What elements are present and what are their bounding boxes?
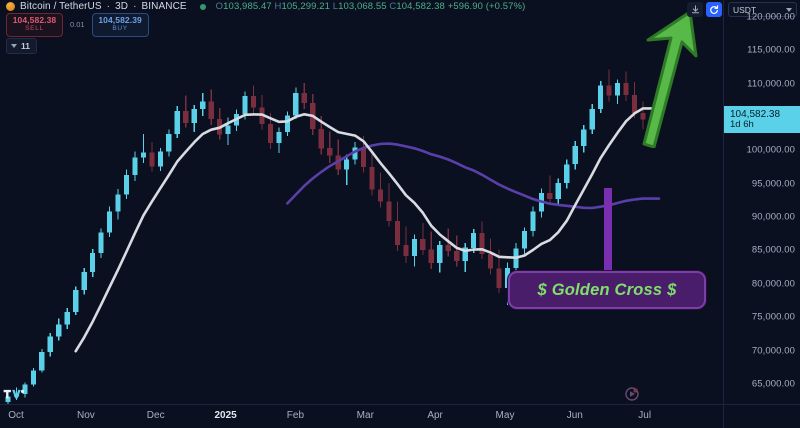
sync-button[interactable] (706, 2, 722, 17)
currency-selector[interactable]: USDT (728, 2, 797, 17)
ohlc-values: O103,985.47 H105,299.21 L103,068.55 C104… (216, 1, 526, 12)
axis-corner[interactable] (723, 404, 800, 428)
time-tick-Jul: Jul (638, 410, 652, 421)
price-tick-115000: 115,000.00 (747, 44, 795, 56)
callout-stem (604, 188, 612, 274)
current-price-badge[interactable]: 104,582.38 1d 6h (724, 105, 800, 134)
high-value: 105,299.21 (281, 1, 330, 12)
up-arrow-icon (642, 10, 698, 148)
close-value: 104,582.38 (396, 1, 445, 12)
interval-label[interactable]: 3D (115, 1, 129, 12)
chevron-down-icon (11, 44, 17, 48)
legend-separator-1: · (106, 1, 111, 12)
buy-price: 104,582.39 (98, 15, 142, 25)
time-tick-Jun: Jun (566, 410, 583, 421)
time-tick-Nov: Nov (76, 410, 95, 421)
current-price-value: 104,582.38 (730, 108, 781, 120)
candlestick-canvas (5, 69, 661, 404)
time-tick-Oct: Oct (8, 410, 24, 421)
go-to-realtime-icon[interactable] (624, 386, 640, 402)
high-key: H (274, 1, 282, 12)
price-tick-95000: 95,000.00 (751, 178, 795, 190)
time-tick-Feb: Feb (286, 410, 305, 421)
price-tick-110000: 110,000.00 (747, 78, 795, 89)
price-tick-100000: 100,000.00 (746, 144, 795, 156)
price-tick-90000: 90,000.00 (751, 211, 795, 223)
download-button[interactable] (687, 2, 703, 17)
time-tick-2025: 2025 (214, 410, 237, 421)
open-key: O (215, 1, 224, 12)
download-icon (691, 5, 699, 14)
price-axis[interactable]: USDT 120,000.00 115,000.00 110,000.00 100,0… (723, 0, 800, 404)
sell-label: SELL (25, 24, 44, 32)
alerts-count-badge[interactable]: 11 (6, 38, 37, 54)
tradingview-logo[interactable] (3, 386, 25, 401)
change-value: +596.90 (+0.57%) (447, 1, 526, 12)
candle-series (5, 69, 646, 404)
time-tick-May: May (495, 410, 515, 421)
moving-average-lines (74, 107, 661, 353)
price-tick-75000: 75,000.00 (751, 311, 795, 323)
sync-icon (710, 4, 719, 14)
symbol-name[interactable]: Bitcoin / TetherUS (20, 1, 102, 12)
alert-count-value: 11 (21, 41, 30, 51)
price-tick-120000: 120,000.00 (746, 11, 795, 23)
price-tick-80000: 80,000.00 (751, 278, 795, 290)
low-value: 103,068.55 (338, 1, 387, 12)
buy-label: BUY (112, 24, 128, 32)
open-value: 103,985.47 (223, 1, 272, 12)
price-tick-85000: 85,000.00 (751, 244, 795, 256)
golden-cross-label: $ Golden Cross $ (537, 280, 677, 299)
trade-panel: 104,582.38 SELL 0.01 104,582.39 BUY (6, 13, 149, 37)
sell-button[interactable]: 104,582.38 SELL (6, 13, 63, 37)
currency-label: USDT (733, 4, 757, 15)
chart-plot-area[interactable]: $ Golden Cross $ (0, 0, 723, 404)
price-tick-65000: 65,000.00 (751, 378, 795, 390)
time-tick-Dec: Dec (146, 410, 165, 421)
time-tick-Apr: Apr (427, 410, 443, 421)
exchange-label: BINANCE (141, 1, 187, 12)
sell-price: 104,582.38 (12, 15, 57, 25)
legend-separator-2: · (133, 1, 137, 12)
low-key: L (332, 1, 339, 12)
golden-cross-annotation[interactable]: $ Golden Cross $ (508, 271, 706, 309)
price-tick-70000: 70,000.00 (751, 345, 795, 357)
market-open-dot (199, 3, 206, 10)
chart-toolbar (687, 2, 722, 17)
bar-countdown: 1d 6h (730, 118, 754, 130)
spread-value: 0.01 (70, 20, 85, 30)
close-key: C (389, 1, 397, 12)
bitcoin-icon (6, 2, 15, 11)
buy-button[interactable]: 104,582.39 BUY (91, 13, 149, 37)
time-axis[interactable]: Oct Nov Dec 2025 Feb Mar Apr May Jun Jul (0, 404, 723, 428)
chevron-down-icon (786, 7, 792, 12)
time-tick-Mar: Mar (356, 410, 374, 421)
chart-legend: Bitcoin / TetherUS · 3D · BINANCE O103,9… (6, 1, 525, 12)
